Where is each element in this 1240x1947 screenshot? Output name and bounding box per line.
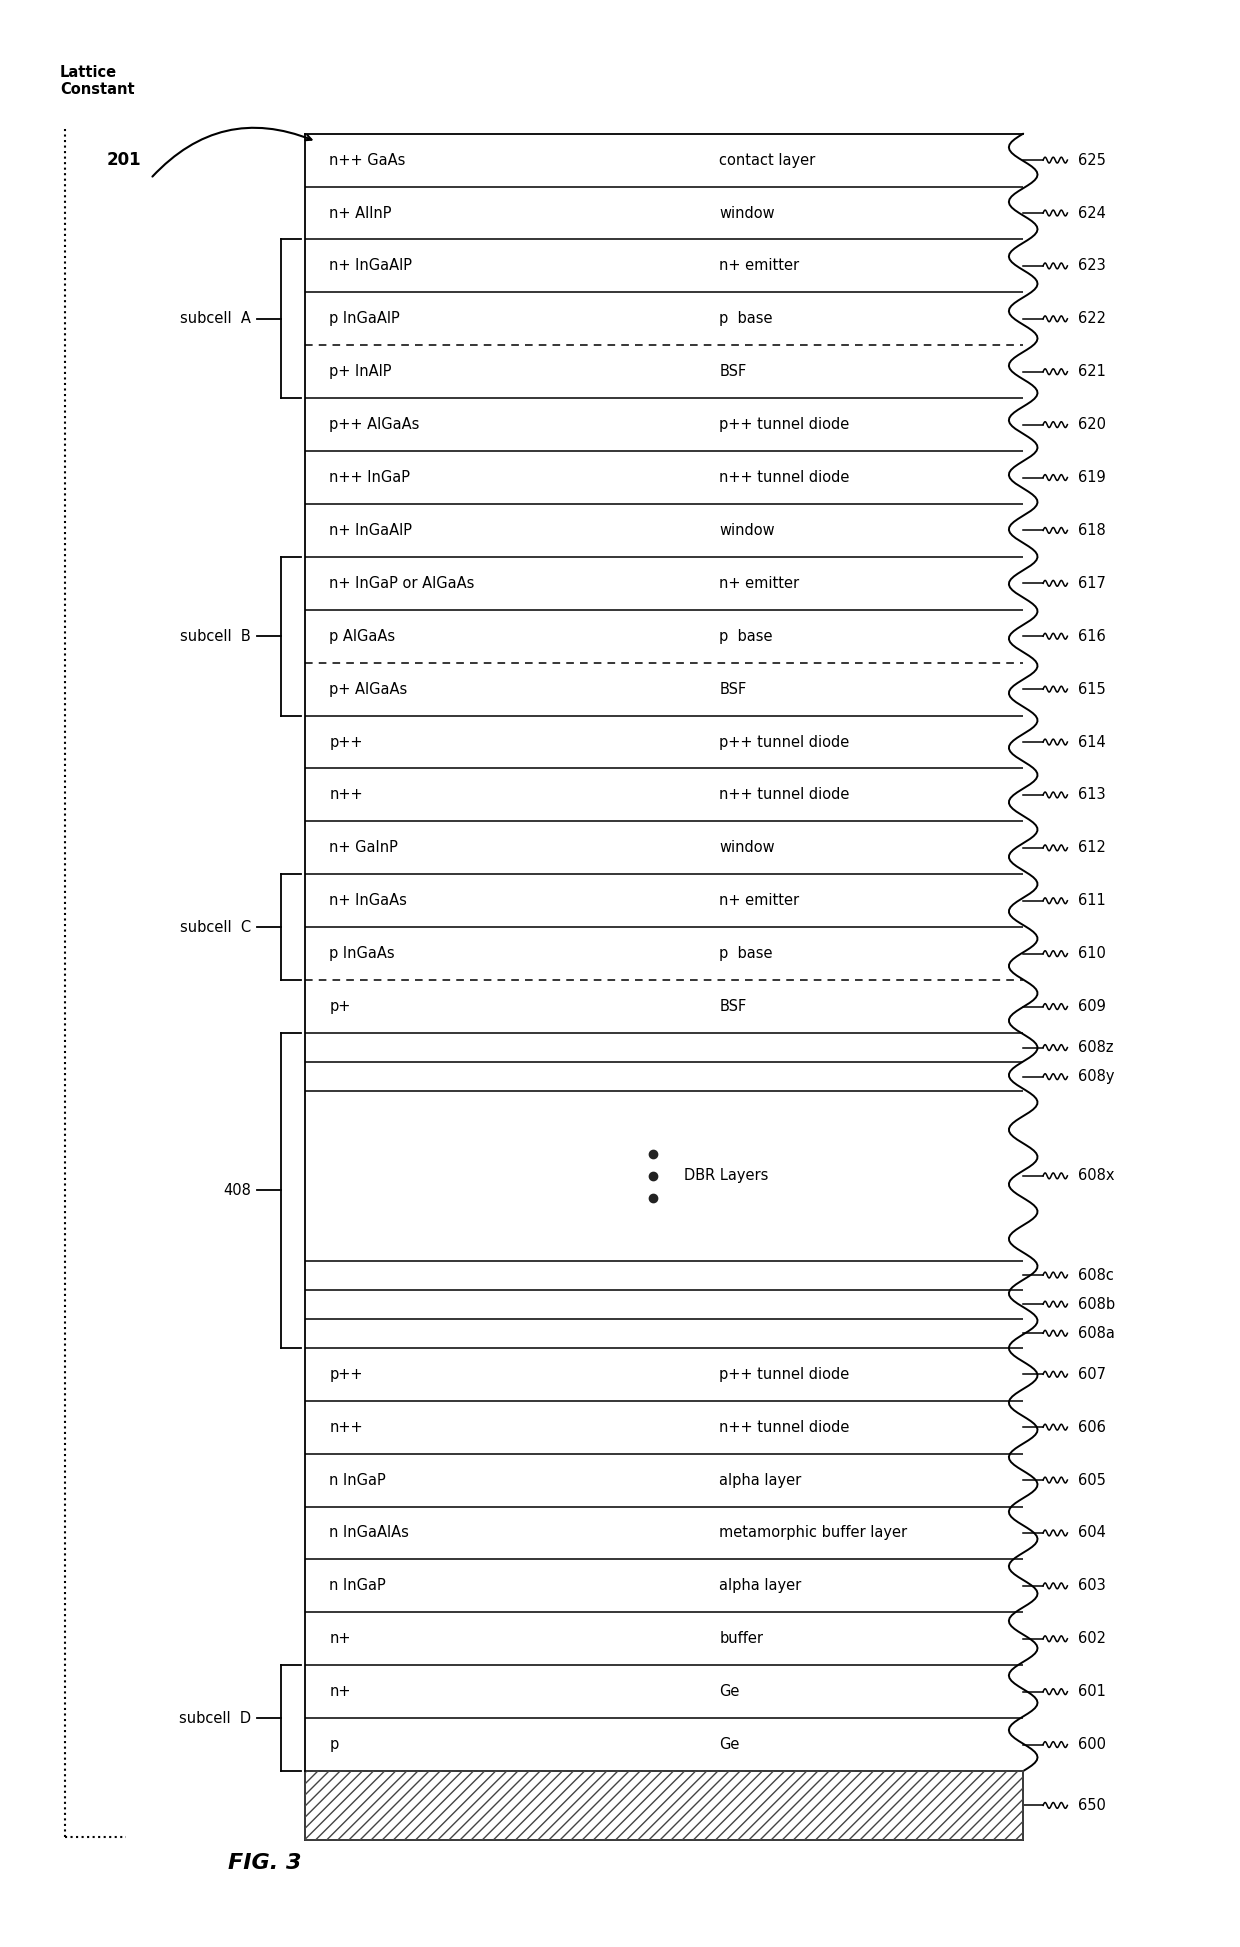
Text: n+ InGaP or AlGaAs: n+ InGaP or AlGaAs <box>330 576 475 590</box>
Text: n+ emitter: n+ emitter <box>719 576 800 590</box>
Text: p: p <box>330 1737 339 1752</box>
Text: n InGaAlAs: n InGaAlAs <box>330 1525 409 1540</box>
Text: Ge: Ge <box>719 1737 740 1752</box>
Text: subcell  D: subcell D <box>179 1711 250 1725</box>
Text: 619: 619 <box>1079 469 1106 485</box>
Text: contact layer: contact layer <box>719 152 816 167</box>
Text: window: window <box>719 524 775 537</box>
Text: 620: 620 <box>1079 417 1106 432</box>
Text: 614: 614 <box>1079 734 1106 750</box>
Text: 601: 601 <box>1079 1684 1106 1700</box>
Text: n++ tunnel diode: n++ tunnel diode <box>719 1419 849 1435</box>
Text: FIG. 3: FIG. 3 <box>228 1854 301 1873</box>
Text: n+ InGaAlP: n+ InGaAlP <box>330 524 413 537</box>
Text: 612: 612 <box>1079 841 1106 855</box>
Text: Ge: Ge <box>719 1684 740 1700</box>
Text: 606: 606 <box>1079 1419 1106 1435</box>
Text: p AlGaAs: p AlGaAs <box>330 629 396 644</box>
Text: 615: 615 <box>1079 681 1106 697</box>
Text: 618: 618 <box>1079 524 1106 537</box>
Text: 623: 623 <box>1079 259 1106 273</box>
Text: subcell  A: subcell A <box>180 312 250 327</box>
Text: p++ AlGaAs: p++ AlGaAs <box>330 417 420 432</box>
Text: 608a: 608a <box>1079 1326 1115 1341</box>
Text: 605: 605 <box>1079 1472 1106 1488</box>
Text: p InGaAs: p InGaAs <box>330 946 396 962</box>
Text: 607: 607 <box>1079 1367 1106 1382</box>
Text: p++ tunnel diode: p++ tunnel diode <box>719 417 849 432</box>
Text: 608x: 608x <box>1079 1168 1115 1184</box>
Text: 600: 600 <box>1079 1737 1106 1752</box>
Text: n+ InGaAs: n+ InGaAs <box>330 894 408 907</box>
Text: 616: 616 <box>1079 629 1106 644</box>
Text: 408: 408 <box>223 1184 250 1197</box>
Text: n+ AllnP: n+ AllnP <box>330 206 392 220</box>
Text: p InGaAlP: p InGaAlP <box>330 312 401 327</box>
Text: n+: n+ <box>330 1632 351 1647</box>
Text: Lattice
Constant: Lattice Constant <box>60 64 135 97</box>
Text: buffer: buffer <box>719 1632 764 1647</box>
Text: 201: 201 <box>107 152 141 169</box>
Text: p++ tunnel diode: p++ tunnel diode <box>719 734 849 750</box>
Text: 610: 610 <box>1079 946 1106 962</box>
Text: BSF: BSF <box>719 999 746 1014</box>
Text: n++ GaAs: n++ GaAs <box>330 152 405 167</box>
Text: 609: 609 <box>1079 999 1106 1014</box>
Text: n++ InGaP: n++ InGaP <box>330 469 410 485</box>
Text: 608c: 608c <box>1079 1267 1115 1283</box>
Text: subcell  B: subcell B <box>180 629 250 644</box>
Text: alpha layer: alpha layer <box>719 1472 802 1488</box>
Text: p+ InAlP: p+ InAlP <box>330 364 392 380</box>
Text: 650: 650 <box>1079 1797 1106 1813</box>
Text: n+: n+ <box>330 1684 351 1700</box>
Text: n InGaP: n InGaP <box>330 1472 386 1488</box>
Text: p  base: p base <box>719 629 773 644</box>
Text: 621: 621 <box>1079 364 1106 380</box>
Text: 617: 617 <box>1079 576 1106 590</box>
Text: window: window <box>719 206 775 220</box>
Text: 624: 624 <box>1079 206 1106 220</box>
Text: BSF: BSF <box>719 681 746 697</box>
Text: p  base: p base <box>719 946 773 962</box>
Text: p++: p++ <box>330 734 363 750</box>
Text: p+ AlGaAs: p+ AlGaAs <box>330 681 408 697</box>
Text: DBR Layers: DBR Layers <box>684 1168 769 1184</box>
Text: n++: n++ <box>330 787 363 802</box>
Text: n+ InGaAlP: n+ InGaAlP <box>330 259 413 273</box>
Text: n++ tunnel diode: n++ tunnel diode <box>719 469 849 485</box>
Text: 611: 611 <box>1079 894 1106 907</box>
Text: 608z: 608z <box>1079 1040 1114 1055</box>
Text: n+ GaInP: n+ GaInP <box>330 841 398 855</box>
Text: p+: p+ <box>330 999 351 1014</box>
Text: n+ emitter: n+ emitter <box>719 894 800 907</box>
Text: subcell  C: subcell C <box>180 919 250 935</box>
Text: 625: 625 <box>1079 152 1106 167</box>
Text: 604: 604 <box>1079 1525 1106 1540</box>
Text: 608y: 608y <box>1079 1069 1115 1084</box>
Text: 608b: 608b <box>1079 1297 1116 1312</box>
Text: alpha layer: alpha layer <box>719 1579 802 1593</box>
Bar <box>305 1772 1023 1840</box>
Text: metamorphic buffer layer: metamorphic buffer layer <box>719 1525 908 1540</box>
Text: p++: p++ <box>330 1367 363 1382</box>
Text: p  base: p base <box>719 312 773 327</box>
Text: n++: n++ <box>330 1419 363 1435</box>
Text: 602: 602 <box>1079 1632 1106 1647</box>
Text: 622: 622 <box>1079 312 1106 327</box>
Text: window: window <box>719 841 775 855</box>
Text: 603: 603 <box>1079 1579 1106 1593</box>
Text: p++ tunnel diode: p++ tunnel diode <box>719 1367 849 1382</box>
Text: 613: 613 <box>1079 787 1106 802</box>
Text: n+ emitter: n+ emitter <box>719 259 800 273</box>
Text: BSF: BSF <box>719 364 746 380</box>
Text: n++ tunnel diode: n++ tunnel diode <box>719 787 849 802</box>
Text: n InGaP: n InGaP <box>330 1579 386 1593</box>
